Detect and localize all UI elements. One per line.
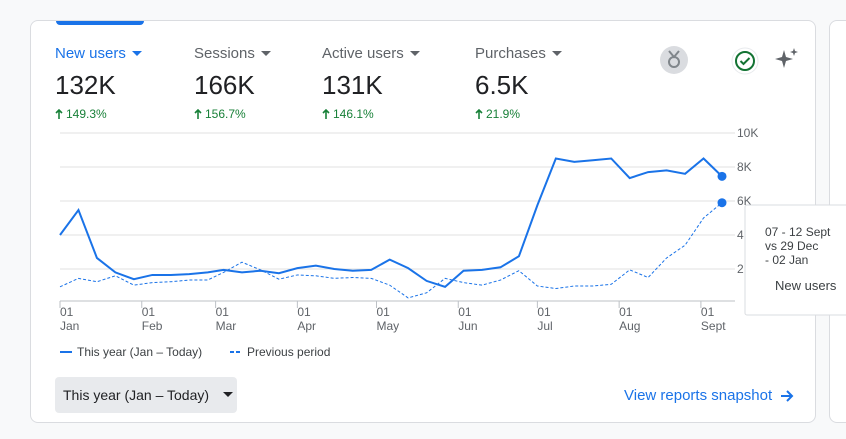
x-tick-label: 01 Jan xyxy=(60,305,79,333)
metric-change: 21.9% xyxy=(475,107,562,121)
endpoint xyxy=(717,198,727,208)
up-arrow xyxy=(55,109,63,119)
caret xyxy=(223,392,234,397)
arrow-shape xyxy=(475,109,483,119)
tooltip-metric: New users xyxy=(775,278,837,293)
metric-name: Sessions xyxy=(194,45,255,62)
caret-shape xyxy=(260,50,271,56)
up-arrow xyxy=(475,109,483,119)
tab-indicator xyxy=(56,21,144,25)
metric-name: New users xyxy=(55,45,126,62)
metric-label: Active users xyxy=(322,45,420,62)
caret-shape xyxy=(551,50,562,56)
series-line xyxy=(59,202,723,299)
metric-label: New users xyxy=(55,45,142,62)
arrow-shape xyxy=(194,109,202,119)
metric-change: 146.1% xyxy=(322,107,420,121)
x-tick-label: 01 Sept xyxy=(701,305,726,333)
metric-value: 132K xyxy=(55,70,116,100)
metric-change: 149.3% xyxy=(55,107,142,121)
metric: Sessions 166K 156.7% xyxy=(194,45,271,121)
x-tick-label: 01 Aug xyxy=(619,305,640,333)
y-tick-label: 8K xyxy=(737,160,752,174)
status-icon[interactable] xyxy=(731,47,759,75)
metric: Purchases 6.5K 21.9% xyxy=(475,45,562,121)
x-tick-label: 01 May xyxy=(376,305,399,333)
x-tick-label: 01 Mar xyxy=(216,305,237,333)
x-tick-label: 01 Apr xyxy=(297,305,316,333)
change-text: 149.3% xyxy=(66,107,107,121)
arrow-shape xyxy=(55,109,63,119)
metric-change: 156.7% xyxy=(194,107,271,121)
caret xyxy=(260,50,271,56)
date-range-dropdown[interactable]: This year (Jan – Today) xyxy=(55,377,237,413)
series-line xyxy=(59,157,723,288)
x-tick-label: 01 Feb xyxy=(142,305,163,333)
arrow-shape xyxy=(322,109,330,119)
tooltip-range: 07 - 12 Sept vs 29 Dec - 02 Jan xyxy=(765,225,831,267)
insights-icon[interactable] xyxy=(773,45,801,73)
up-arrow xyxy=(322,109,330,119)
report-link[interactable]: View reports snapshot xyxy=(624,387,794,404)
legend-label: Previous period xyxy=(247,345,330,359)
metric[interactable]: New users 132K 149.3% xyxy=(55,45,142,121)
card: New users 132K 149.3% Sessions 166K 156.7% Act… xyxy=(30,20,816,423)
metric-name: Active users xyxy=(322,45,404,62)
change-text: 21.9% xyxy=(486,107,521,121)
legend-label: This year (Jan – Today) xyxy=(77,345,202,359)
metric-name: Purchases xyxy=(475,45,546,62)
change-text: 156.7% xyxy=(205,107,246,121)
metric-value: 166K xyxy=(194,70,255,100)
y-tick-label: 10K xyxy=(737,126,758,140)
metric-label: Purchases xyxy=(475,45,562,62)
change-text: 146.1% xyxy=(333,107,374,121)
metric: Active users 131K 146.1% xyxy=(322,45,420,121)
link-text: View reports snapshot xyxy=(624,387,773,404)
arrow-icon xyxy=(781,389,794,402)
up-arrow xyxy=(194,109,202,119)
tooltip xyxy=(744,204,846,316)
caret xyxy=(551,50,562,56)
x-tick-label: 01 Jun xyxy=(458,305,477,333)
metric-value: 6.5K xyxy=(475,70,529,100)
caret-shape xyxy=(409,50,420,56)
badge-icon[interactable] xyxy=(659,45,689,75)
date-range: This year (Jan – Today) xyxy=(63,387,210,403)
endpoint xyxy=(717,171,727,181)
metric-label: Sessions xyxy=(194,45,271,62)
x-tick-label: 01 Jul xyxy=(537,305,552,333)
caret xyxy=(409,50,420,56)
caret-shape xyxy=(131,50,142,56)
metric-value: 131K xyxy=(322,70,383,100)
caret xyxy=(131,50,142,56)
